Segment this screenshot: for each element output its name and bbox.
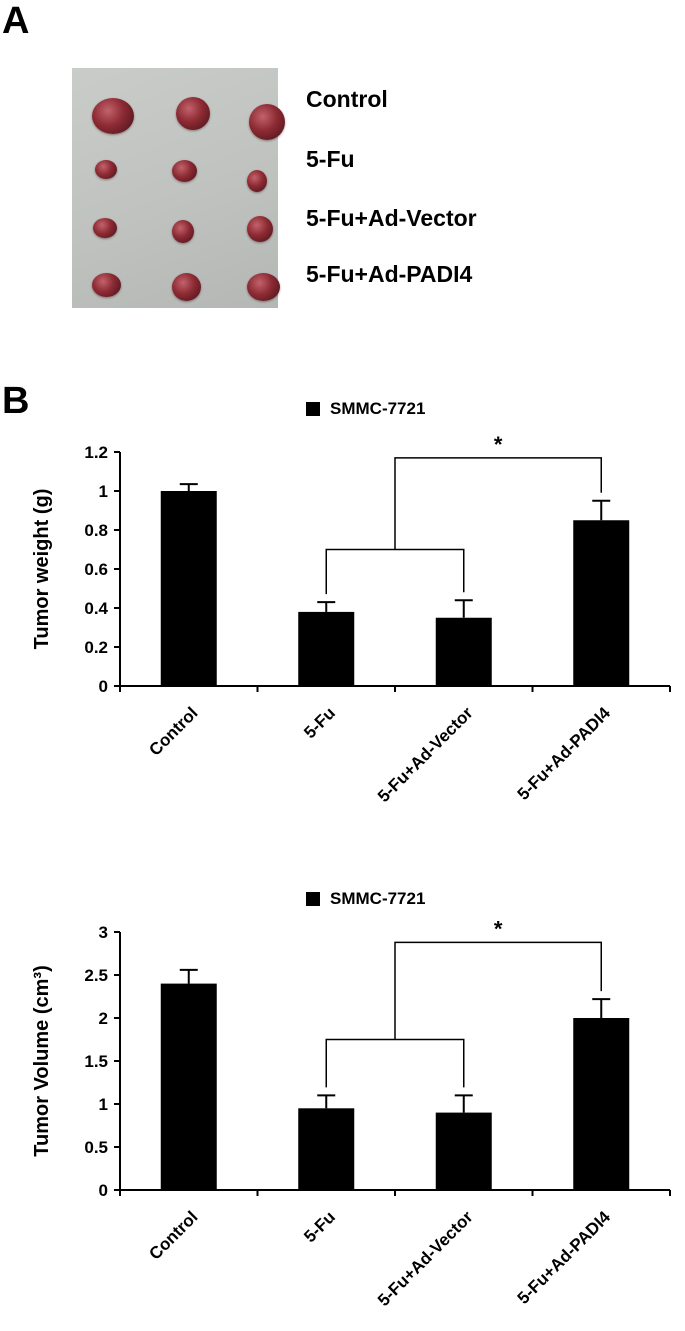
tumor-3-3 <box>247 216 273 242</box>
chart1-x-tick-label: 5-Fu+Ad-Vector <box>374 703 477 806</box>
tumor-4-2 <box>172 273 201 301</box>
tumor-4-3 <box>247 273 280 301</box>
chart1-y-axis-title: Tumor weight (g) <box>31 489 53 650</box>
tumor-3-1 <box>93 218 117 238</box>
tumor-volume-chart: SMMC-7721 0 0.5 1 1.5 2 2.5 3 Tumor Volume (cm³)… <box>31 889 671 1310</box>
chart2-x-tick-label: 5-Fu+Ad-PADI4 <box>514 1207 615 1308</box>
tumor-2-2 <box>172 160 197 182</box>
chart2-bar-5-fu <box>298 1108 355 1190</box>
panel-a-label: A <box>2 0 30 42</box>
tumor-4-1 <box>92 273 121 297</box>
chart1-y-tick-label: 0.2 <box>84 638 108 657</box>
panel-b-label: B <box>2 380 30 422</box>
chart1-x-tick-label: 5-Fu <box>300 703 339 742</box>
tumor-1-1 <box>92 98 134 134</box>
chart2-significance-bracket-low <box>325 1038 465 1088</box>
chart2-y-tick-label: 3 <box>99 923 108 942</box>
chart2-y-tick-label: 1.5 <box>84 1052 108 1071</box>
chart1-significance-star: * <box>494 432 503 457</box>
chart1-y-tick-label: 1 <box>99 482 108 501</box>
chart1-y-tick-label: 0.6 <box>84 560 108 579</box>
tumor-weight-chart: SMMC-7721 0 0.2 0.4 0.6 0.8 1 1.2 Tumor weight (… <box>31 399 671 806</box>
chart1-y-tick-label: 1.2 <box>84 443 108 462</box>
chart2-y-tick-label: 1 <box>99 1095 108 1114</box>
group-label-5fu: 5-Fu <box>306 146 355 172</box>
chart2-y-axis-title: Tumor Volume (cm³) <box>31 965 53 1156</box>
chart1-bar-5-fu <box>298 611 355 686</box>
chart1-bar-control <box>160 491 217 686</box>
chart2-y-tick-label: 0 <box>99 1181 108 1200</box>
chart1-bar-5-fu-ad-padi4 <box>573 520 630 686</box>
chart1-y-tick-label: 0 <box>99 677 108 696</box>
chart1-y-tick-label: 0.4 <box>84 599 108 618</box>
chart2-bar-5-fu-ad-vector <box>435 1112 492 1190</box>
chart1-significance-bracket-low <box>325 548 465 595</box>
chart2-y-tick-label: 2.5 <box>84 966 108 985</box>
chart2-x-tick-label: 5-Fu+Ad-Vector <box>374 1207 477 1310</box>
chart2-x-tick-label: Control <box>145 1207 201 1263</box>
chart1-significance-bracket-high <box>394 457 602 550</box>
tumor-2-3 <box>247 170 267 192</box>
group-label-control: Control <box>306 86 388 112</box>
chart1-legend-swatch <box>306 402 320 416</box>
chart1-bar-5-fu-ad-vector <box>435 617 492 686</box>
group-label-5fu-ad-padi4: 5-Fu+Ad-PADI4 <box>306 261 473 287</box>
chart1-x-tick-label: 5-Fu+Ad-PADI4 <box>514 703 615 804</box>
chart2-bar-5-fu-ad-padi4 <box>573 1018 630 1190</box>
tumor-1-3 <box>249 104 285 140</box>
chart2-significance-bracket-high <box>394 941 602 1040</box>
tumor-photo <box>72 68 285 308</box>
tumor-3-2 <box>172 220 194 243</box>
chart2-significance-star: * <box>494 916 503 941</box>
chart2-y-tick-label: 2 <box>99 1009 108 1028</box>
chart2-legend-swatch <box>306 892 320 906</box>
chart2-legend-label: SMMC-7721 <box>330 889 425 908</box>
chart2-y-tick-label: 0.5 <box>84 1138 108 1157</box>
chart1-legend-label: SMMC-7721 <box>330 399 425 418</box>
tumor-1-2 <box>176 97 210 130</box>
chart1-x-tick-label: Control <box>145 703 201 759</box>
group-label-5fu-ad-vector: 5-Fu+Ad-Vector <box>306 205 477 231</box>
chart2-bar-control <box>160 983 217 1190</box>
tumor-2-1 <box>95 160 117 179</box>
chart1-y-tick-label: 0.8 <box>84 521 108 540</box>
chart2-x-tick-label: 5-Fu <box>300 1207 339 1246</box>
